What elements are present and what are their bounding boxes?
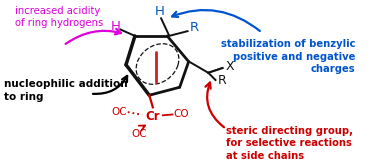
Text: CO: CO: [174, 109, 189, 119]
Text: increased acidity
of ring hydrogens: increased acidity of ring hydrogens: [15, 6, 103, 28]
Text: Cr: Cr: [146, 110, 160, 123]
Text: H: H: [155, 5, 165, 18]
Text: steric directing group,
for selective reactions
at side chains: steric directing group, for selective re…: [226, 126, 353, 160]
Text: H: H: [110, 20, 120, 33]
Text: nucleophilic addition
to ring: nucleophilic addition to ring: [4, 79, 128, 102]
Text: R: R: [189, 22, 198, 34]
Text: OC: OC: [132, 129, 147, 139]
Text: OC: OC: [111, 107, 127, 117]
Text: stabilization of benzylic
positive and negative
charges: stabilization of benzylic positive and n…: [221, 39, 355, 74]
Text: X: X: [226, 60, 234, 73]
Text: R: R: [218, 74, 226, 87]
